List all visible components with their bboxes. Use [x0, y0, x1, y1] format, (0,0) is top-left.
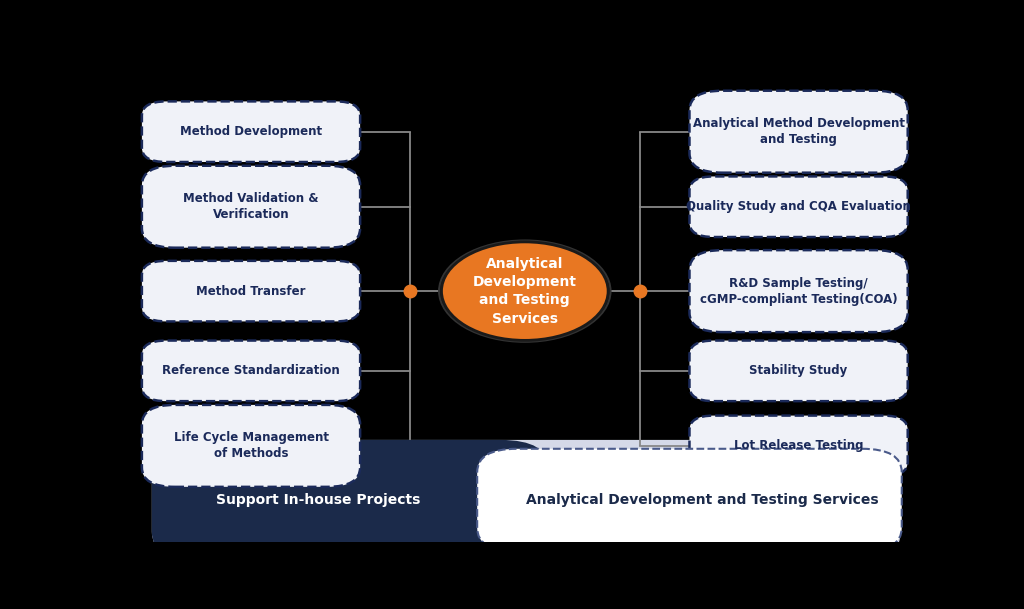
Circle shape [441, 242, 608, 340]
FancyBboxPatch shape [689, 415, 907, 476]
Text: Method Validation &
Verification: Method Validation & Verification [183, 192, 318, 221]
FancyBboxPatch shape [689, 340, 907, 401]
FancyBboxPatch shape [689, 177, 907, 237]
FancyBboxPatch shape [142, 405, 360, 487]
FancyBboxPatch shape [477, 449, 902, 551]
Text: Lot Release Testing: Lot Release Testing [734, 439, 863, 452]
FancyBboxPatch shape [689, 91, 907, 173]
Text: Life Cycle Management
of Methods: Life Cycle Management of Methods [173, 431, 329, 460]
FancyBboxPatch shape [142, 261, 360, 322]
FancyBboxPatch shape [152, 440, 549, 560]
Text: Method Transfer: Method Transfer [197, 284, 306, 298]
Text: Analytical
Development
and Testing
Services: Analytical Development and Testing Servi… [473, 256, 577, 326]
Text: Support In-house Projects: Support In-house Projects [216, 493, 421, 507]
Text: Method Development: Method Development [180, 125, 323, 138]
Text: Analytical Method Development
and Testing: Analytical Method Development and Testin… [692, 117, 904, 146]
Text: Quality Study and CQA Evaluation: Quality Study and CQA Evaluation [686, 200, 911, 213]
Text: Reference Standardization: Reference Standardization [162, 364, 340, 378]
FancyBboxPatch shape [142, 166, 360, 248]
FancyBboxPatch shape [142, 340, 360, 401]
Text: Analytical Development and Testing Services: Analytical Development and Testing Servi… [526, 493, 879, 507]
Text: R&D Sample Testing/
cGMP-compliant Testing(COA): R&D Sample Testing/ cGMP-compliant Testi… [699, 276, 897, 306]
Circle shape [439, 241, 610, 342]
FancyBboxPatch shape [689, 250, 907, 332]
FancyBboxPatch shape [142, 102, 360, 162]
Text: Stability Study: Stability Study [750, 364, 848, 378]
FancyBboxPatch shape [152, 440, 901, 560]
